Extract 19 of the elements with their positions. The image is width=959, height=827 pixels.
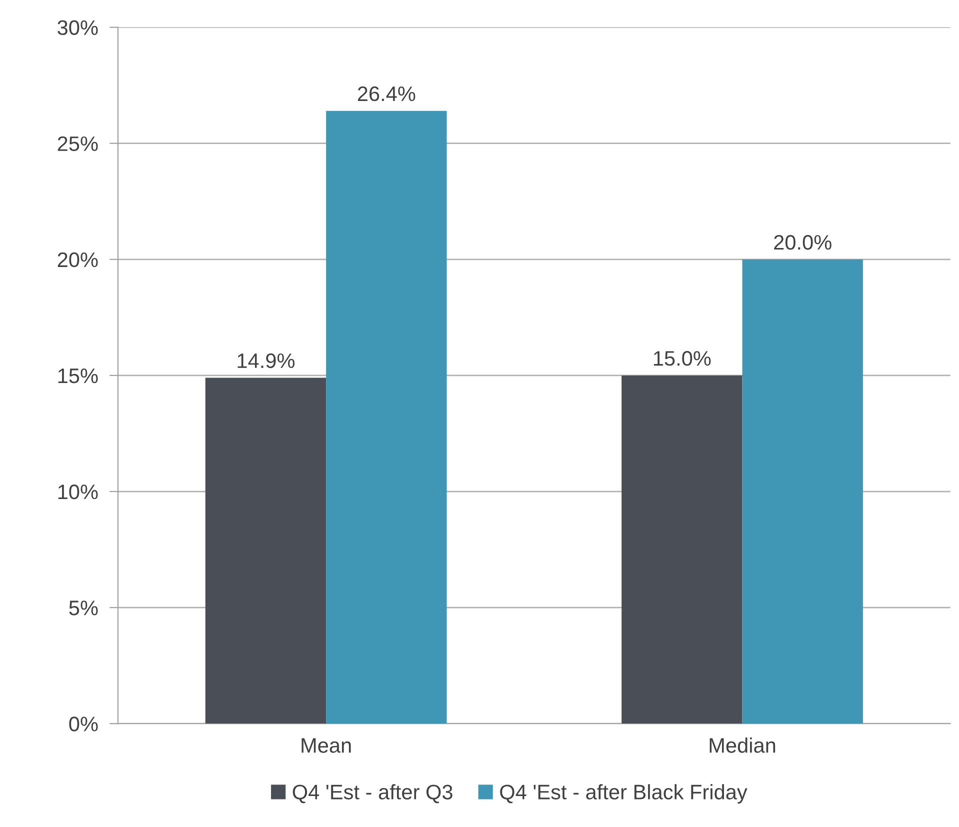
data-label: 15.0% [654, 351, 711, 366]
x-tick-label: Mean [302, 738, 351, 753]
y-tick-label: 10% [58, 484, 98, 500]
data-label: 20.0% [774, 234, 832, 250]
y-tick-label: 0% [69, 716, 98, 732]
legend-label: Q4 'Est - after Black Friday [500, 784, 748, 804]
x-tick-label: Median [710, 738, 776, 753]
data-label: 14.9% [238, 353, 295, 368]
y-tick-label: 5% [69, 600, 98, 616]
y-tick-label: 15% [58, 368, 98, 384]
y-tick-label: 25% [58, 136, 98, 152]
y-tick-label: 20% [58, 252, 98, 268]
bar [622, 375, 742, 724]
y-tick-label: 30% [58, 20, 98, 36]
bar [742, 259, 863, 724]
bar [205, 378, 326, 724]
legend-label: Q4 'Est - after Q3 [292, 784, 452, 804]
bar [326, 110, 447, 724]
data-label: 26.4% [358, 86, 416, 102]
